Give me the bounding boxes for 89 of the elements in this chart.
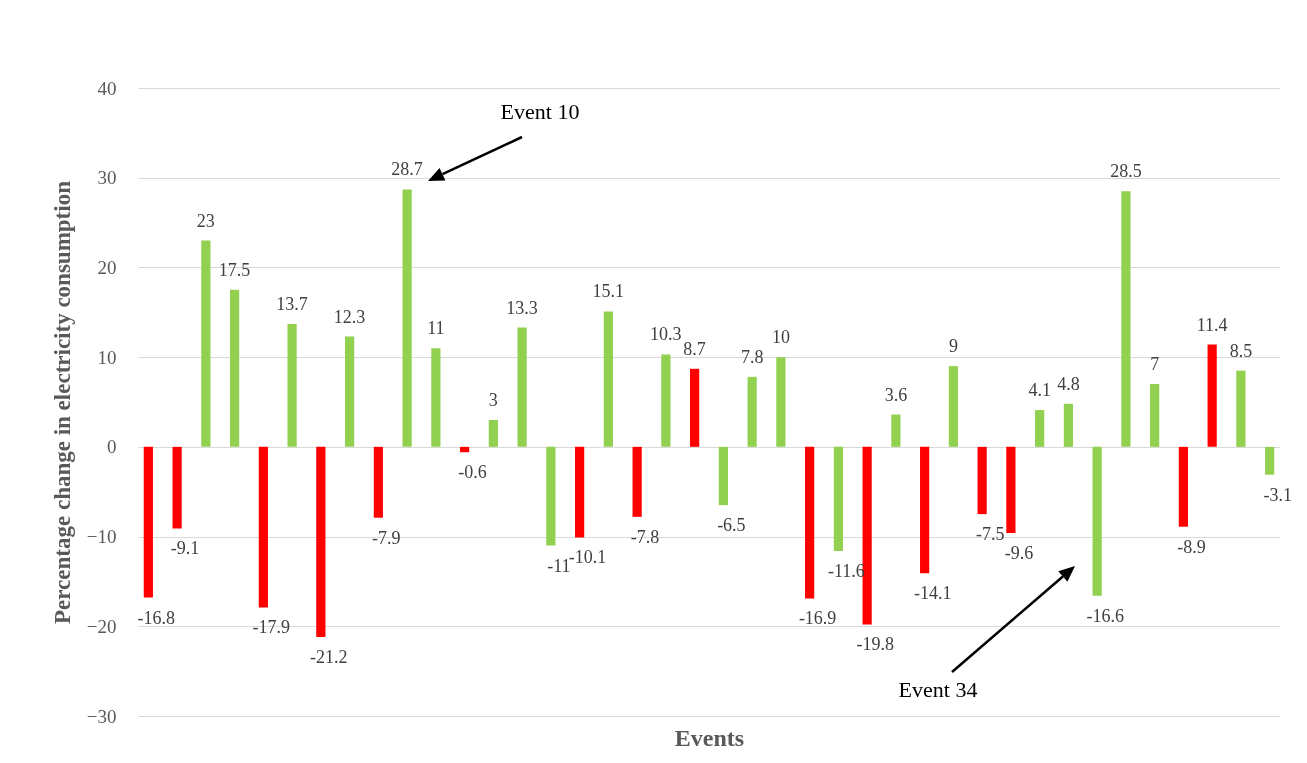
bar <box>345 336 355 447</box>
data-label: 7 <box>1150 354 1160 375</box>
data-label: 3 <box>488 389 498 410</box>
data-label: 13.7 <box>276 293 308 314</box>
bar <box>1265 446 1275 475</box>
bar <box>977 446 987 515</box>
bar <box>1236 370 1246 447</box>
bar <box>373 446 383 518</box>
bar <box>690 368 700 447</box>
bar <box>603 311 613 447</box>
data-label: 28.7 <box>391 159 423 180</box>
data-label: 15.1 <box>592 281 625 302</box>
bar <box>316 446 326 638</box>
data-label: 17.5 <box>218 259 251 280</box>
data-label: 8.5 <box>1229 340 1253 361</box>
data-label: -10.1 <box>568 547 607 568</box>
bar <box>776 357 786 447</box>
y-tick-label: 10 <box>97 346 117 368</box>
data-label: -16.8 <box>137 607 176 628</box>
bar <box>661 354 671 447</box>
data-label: 11 <box>427 318 445 339</box>
x-axis-title: Events <box>674 724 745 751</box>
bar <box>258 446 268 608</box>
bar <box>575 446 585 538</box>
bar <box>1092 446 1102 596</box>
bar <box>172 446 182 529</box>
bar <box>805 446 815 599</box>
y-tick-label: 0 <box>107 436 117 458</box>
data-label: -7.5 <box>975 524 1005 545</box>
data-label: -9.6 <box>1004 542 1034 563</box>
bar <box>460 446 470 453</box>
bar <box>1063 403 1073 447</box>
bar <box>546 446 556 546</box>
bar <box>488 419 498 447</box>
data-label: -7.9 <box>372 527 401 548</box>
data-label: -14.1 <box>913 583 952 604</box>
data-label: -8.9 <box>1177 536 1206 557</box>
y-tick-label: 30 <box>97 167 117 189</box>
bar <box>1150 384 1160 447</box>
bar <box>1207 344 1217 447</box>
data-label: 28.5 <box>1110 161 1142 182</box>
bar <box>833 446 843 551</box>
data-label: -21.2 <box>310 647 348 668</box>
data-label: -3.1 <box>1263 484 1292 505</box>
data-label: -6.5 <box>717 515 746 536</box>
y-tick-label: −20 <box>86 615 117 637</box>
data-label: 11.4 <box>1196 314 1228 335</box>
data-label: 3.6 <box>884 384 908 405</box>
data-label: -17.9 <box>252 617 291 638</box>
data-label: 4.8 <box>1057 373 1080 394</box>
bar <box>891 414 901 447</box>
annotation: Event 34 <box>898 677 978 702</box>
bar <box>1006 446 1016 533</box>
bar <box>1035 410 1045 447</box>
data-label: 13.3 <box>506 297 538 318</box>
bar <box>920 446 930 574</box>
bar <box>718 446 728 506</box>
bar <box>402 189 412 447</box>
bar <box>747 376 757 447</box>
bar <box>1121 191 1131 447</box>
y-tick-label: 40 <box>97 77 117 99</box>
data-label: 7.8 <box>740 346 764 367</box>
bar <box>287 323 297 447</box>
data-label: 8.7 <box>683 338 706 359</box>
y-tick-label: 20 <box>97 256 117 278</box>
bar <box>1178 446 1188 527</box>
bar <box>431 348 441 447</box>
data-label: -9.1 <box>170 538 200 559</box>
y-axis-title: Percentage change in electricity consumption <box>49 180 75 624</box>
bar <box>948 366 958 447</box>
data-label: 10.3 <box>650 324 682 345</box>
data-label: 12.3 <box>333 306 366 327</box>
data-label: -16.6 <box>1086 605 1124 626</box>
data-label: -7.8 <box>630 526 660 547</box>
bar <box>517 327 527 447</box>
data-label: 10 <box>771 327 790 348</box>
data-label: -0.6 <box>458 462 487 483</box>
bar <box>201 240 211 447</box>
bar <box>632 446 642 517</box>
data-label: 4.1 <box>1028 380 1051 401</box>
data-label: -16.9 <box>798 608 837 629</box>
data-label: 9 <box>948 336 958 357</box>
y-tick-label: −10 <box>86 526 117 548</box>
annotation: Event 10 <box>500 99 580 124</box>
y-tick-label: −30 <box>86 705 117 727</box>
bar <box>143 446 153 598</box>
data-label: -19.8 <box>856 634 894 655</box>
data-label: 23 <box>196 210 215 231</box>
bar <box>230 289 240 447</box>
